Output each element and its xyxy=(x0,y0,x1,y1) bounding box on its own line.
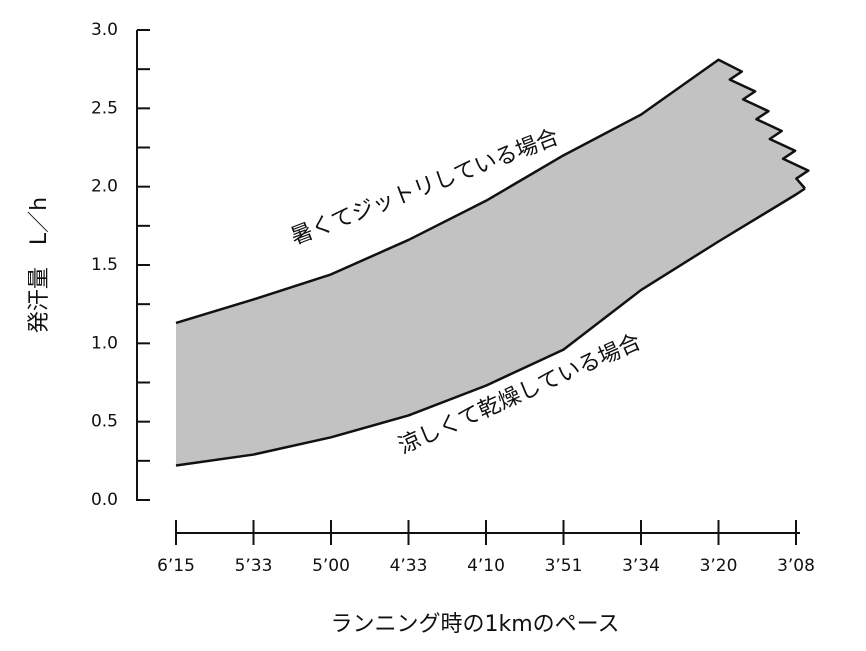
y-tick-label: 2.5 xyxy=(91,98,118,118)
y-tick-label: 0.0 xyxy=(91,490,118,510)
x-tick-label: 3’20 xyxy=(700,556,738,576)
y-tick-label: 1.0 xyxy=(91,333,118,353)
y-tick-label: 2.0 xyxy=(91,177,118,197)
x-tick-label: 3’34 xyxy=(622,556,660,576)
x-tick-label: 6’15 xyxy=(157,556,195,576)
x-tick-label: 4’10 xyxy=(467,556,505,576)
band-area xyxy=(176,59,809,466)
y-tick-label: 1.5 xyxy=(91,255,118,275)
y-tick-label: 0.5 xyxy=(91,412,118,432)
x-tick-label: 3’51 xyxy=(545,556,583,576)
x-tick-label: 5’00 xyxy=(312,556,350,576)
x-tick-label: 3’08 xyxy=(777,556,815,576)
y-tick-label: 3.0 xyxy=(91,20,118,40)
x-tick-label: 5’33 xyxy=(235,556,273,576)
series-line xyxy=(175,187,806,467)
series-line xyxy=(175,58,810,325)
y-axis-label: 発汗量 L／h xyxy=(27,197,52,333)
x-tick-label: 4’33 xyxy=(390,556,428,576)
x-axis-label: ランニング時の1kmのペース xyxy=(330,612,619,637)
